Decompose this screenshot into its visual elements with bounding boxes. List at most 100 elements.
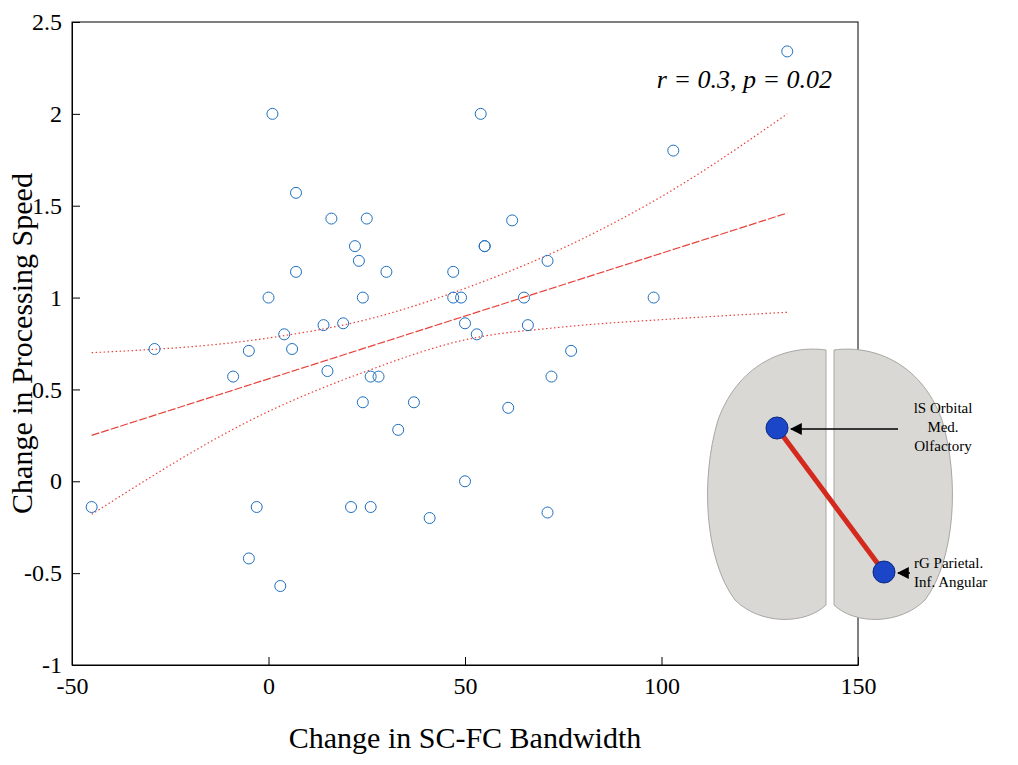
data-point [518, 292, 529, 303]
data-point [460, 318, 471, 329]
region-label-line: Inf. Angular [914, 574, 987, 590]
data-point [546, 371, 557, 382]
x-tick: 100 [644, 657, 680, 699]
data-point [279, 329, 290, 340]
data-point [393, 424, 404, 435]
x-axis-title: Change in SC-FC Bandwidth [289, 721, 642, 754]
data-point [507, 215, 518, 226]
x-tick-label: 100 [644, 673, 680, 699]
data-point [448, 266, 459, 277]
region-label-line: rG Parietal. [914, 555, 983, 571]
y-tick-mark [72, 206, 80, 207]
data-point [460, 476, 471, 487]
data-point [149, 344, 160, 355]
y-tick: 0 [50, 468, 80, 494]
x-tick: 150 [841, 657, 877, 699]
x-tick: 50 [454, 657, 478, 699]
data-point [291, 266, 302, 277]
x-tick-label: 150 [841, 673, 877, 699]
data-point [326, 213, 337, 224]
data-point [668, 145, 679, 156]
y-tick-mark [72, 573, 80, 574]
y-axis-line [72, 23, 73, 666]
data-point [322, 366, 333, 377]
y-tick-mark [72, 114, 80, 115]
y-tick-label: 2 [50, 101, 62, 127]
data-point [542, 255, 553, 266]
y-axis-title: Change in Processing Speed [5, 173, 38, 514]
y-tick-mark [72, 665, 80, 666]
data-point [365, 502, 376, 513]
chart: -50050100150-1-0.500.511.522.5Change in … [0, 0, 1018, 765]
data-point [275, 581, 286, 592]
data-point [86, 502, 97, 513]
data-point [424, 513, 435, 524]
data-point [542, 507, 553, 518]
region-label-line: Med. [927, 419, 958, 435]
data-point [287, 344, 298, 355]
left-hemisphere [708, 349, 826, 619]
data-point [357, 397, 368, 408]
connection [777, 428, 884, 572]
y-tick: 0.5 [32, 377, 80, 403]
y-tick: 1 [50, 285, 80, 311]
data-point [228, 371, 239, 382]
x-axis: -50050100150 [57, 657, 877, 699]
data-point [782, 46, 793, 57]
regression-line [92, 213, 788, 435]
label-arrow [898, 572, 910, 574]
data-point [338, 318, 349, 329]
data-point [373, 371, 384, 382]
x-tick: 0 [263, 657, 275, 699]
data-point [503, 402, 514, 413]
y-tick-label: 1 [50, 285, 62, 311]
data-point [353, 255, 364, 266]
data-point [263, 292, 274, 303]
region-label: lS Orbital Med. Olfactory [914, 400, 973, 454]
y-tick: 2 [50, 101, 80, 127]
brain-node [766, 417, 788, 439]
data-point [456, 292, 467, 303]
data-point [361, 213, 372, 224]
y-tick-label: 2.5 [32, 9, 62, 35]
data-point [291, 187, 302, 198]
y-tick: 2.5 [32, 9, 80, 35]
data-point [243, 553, 254, 564]
y-tick-mark [72, 481, 80, 482]
data-point [357, 292, 368, 303]
data-point [522, 320, 533, 331]
data-point [475, 108, 486, 119]
label-arrow [791, 428, 898, 430]
confidence-lower [92, 312, 788, 514]
data-point [381, 266, 392, 277]
plot-frame [72, 22, 858, 665]
data-point [267, 108, 278, 119]
y-tick-label: -0.5 [24, 560, 62, 586]
region-label-line: Olfactory [914, 438, 972, 454]
x-tick-mark [465, 657, 466, 665]
data-point [243, 345, 254, 356]
data-point [648, 292, 659, 303]
x-tick-mark [269, 657, 270, 665]
data-point [251, 502, 262, 513]
data-point [566, 345, 577, 356]
data-point [346, 502, 357, 513]
data-point [408, 397, 419, 408]
brain-node [873, 561, 895, 583]
x-axis-line [73, 665, 859, 666]
annotation: r = 0.3, p = 0.02 [657, 65, 832, 94]
y-tick: 1.5 [32, 193, 80, 219]
y-tick: -0.5 [24, 560, 80, 586]
y-tick: -1 [42, 652, 80, 678]
y-tick-label: 0 [50, 468, 62, 494]
y-tick-label: -1 [42, 652, 62, 678]
x-tick-mark [858, 657, 859, 665]
x-tick-label: 0 [263, 673, 275, 699]
x-tick-mark [662, 657, 663, 665]
y-tick-mark [72, 22, 80, 23]
x-tick-label: 50 [454, 673, 478, 699]
data-point [479, 241, 490, 252]
data-point [471, 329, 482, 340]
data-point [318, 320, 329, 331]
region-label-line: lS Orbital [914, 400, 973, 416]
